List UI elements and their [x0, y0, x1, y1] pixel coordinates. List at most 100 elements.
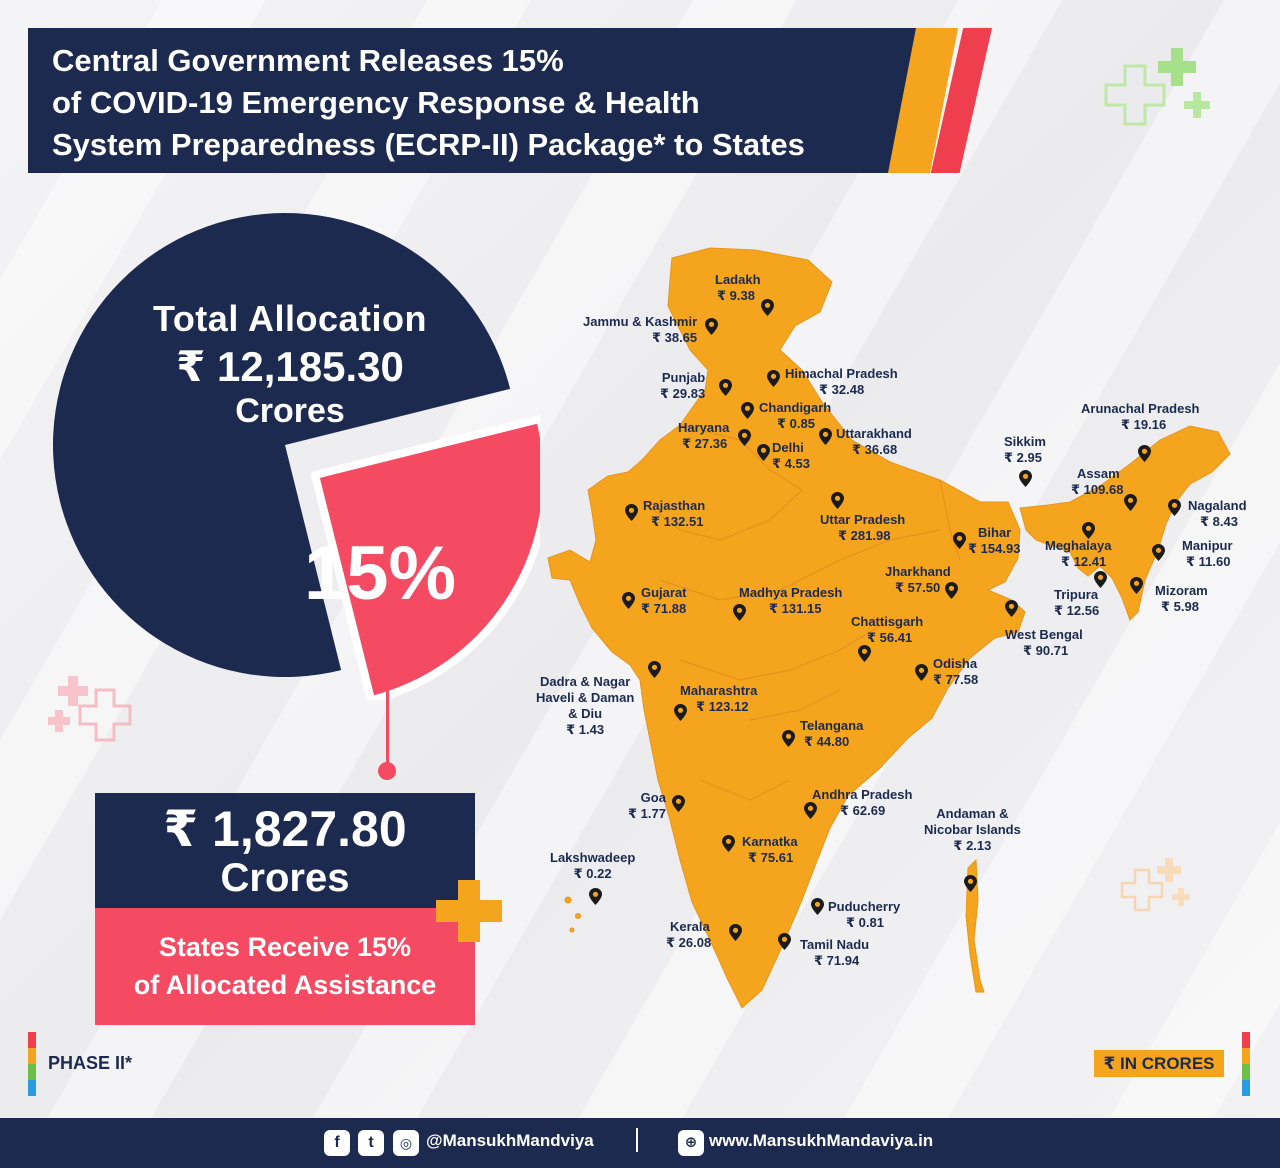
map-pin-icon [674, 704, 687, 721]
state-label-andaman-nicobar: Andaman & Nicobar Islands ₹ 2.13 [924, 806, 1021, 853]
plus-icon [48, 710, 70, 732]
state-label-meghalaya: Meghalaya ₹ 12.41 [1045, 538, 1112, 569]
state-label-uttar-pradesh: Uttar Pradesh ₹ 281.98 [820, 512, 906, 543]
pie-unit: Crores [235, 392, 345, 430]
state-label-kerala: Kerala ₹ 26.08 [666, 919, 712, 950]
map-pin-icon [589, 888, 602, 905]
facebook-icon[interactable]: f [324, 1130, 350, 1156]
color-bar-left [28, 1032, 36, 1096]
map-pin-icon [964, 875, 977, 892]
state-label-madhya-pradesh: Madhya Pradesh ₹ 131.15 [739, 585, 843, 616]
map-pin-icon [945, 582, 958, 599]
map-pin-icon [782, 730, 795, 747]
state-label-karnataka: Karnatka ₹ 75.61 [742, 834, 798, 865]
plus-icon [1157, 858, 1181, 882]
state-label-dadra-nagar-haveli: Dadra & Nagar Haveli & Daman & Diu ₹ 1.4… [536, 674, 635, 737]
map-pin-icon [719, 379, 732, 396]
map-pin-icon [778, 933, 791, 950]
map-pin-icon [705, 318, 718, 335]
map-pin-icon [622, 592, 635, 609]
state-label-rajasthan: Rajasthan ₹ 132.51 [643, 498, 706, 529]
lakshadweep-island [569, 927, 575, 933]
plus-icon [1184, 92, 1210, 118]
map-pin-icon [625, 504, 638, 521]
state-label-delhi: Delhi ₹ 4.53 [772, 440, 810, 471]
map-pin-icon [953, 532, 966, 549]
page-title: Central Government Releases 15% of COVID… [52, 40, 892, 166]
map-pin-icon [1005, 600, 1018, 617]
map-pin-icon [738, 429, 751, 446]
released-amount: ₹ 1,827.80 [163, 801, 407, 857]
state-label-punjab: Punjab ₹ 29.83 [660, 370, 706, 401]
state-label-goa: Goa ₹ 1.77 [628, 790, 666, 821]
title-banner [28, 28, 928, 173]
state-label-gujarat: Gujarat ₹ 71.88 [641, 585, 687, 616]
website-link[interactable]: www.MansukhMandaviya.in [709, 1131, 934, 1150]
map-pin-icon [1138, 445, 1151, 462]
state-label-andhra-pradesh: Andhra Pradesh ₹ 62.69 [812, 787, 913, 818]
plus-outline-icon [1120, 868, 1164, 912]
plus-outline-icon [1104, 64, 1166, 126]
map-pin-icon [761, 299, 774, 316]
released-amount-box [95, 793, 475, 908]
state-label-uttarakhand: Uttarakhand ₹ 36.68 [836, 426, 912, 457]
map-pin-icon [858, 645, 871, 662]
social-handle[interactable]: @MansukhMandviya [426, 1131, 594, 1150]
andaman-islands [965, 858, 985, 993]
instagram-icon[interactable]: ◎ [393, 1130, 419, 1156]
map-pin-icon [741, 402, 754, 419]
title-line-2: of COVID-19 Emergency Response & Health [52, 85, 700, 120]
map-pin-icon [804, 802, 817, 819]
state-label-jammu-kashmir: Jammu & Kashmir ₹ 38.65 [583, 314, 698, 345]
state-label-maharashtra: Maharashtra ₹ 123.12 [680, 683, 758, 714]
plus-icon [58, 676, 88, 706]
plus-icon [1158, 48, 1196, 86]
state-label-puducherry: Puducherry ₹ 0.81 [828, 899, 901, 930]
pie-slice-remaining [52, 213, 511, 677]
state-label-mizoram: Mizoram ₹ 5.98 [1155, 583, 1208, 614]
state-label-sikkim: Sikkim ₹ 2.95 [1004, 434, 1046, 465]
map-pin-icon [722, 835, 735, 852]
connector-line [386, 680, 389, 768]
state-label-jharkhand: Jharkhand ₹ 57.50 [885, 564, 951, 595]
state-label-telangana: Telangana ₹ 44.80 [800, 718, 864, 749]
map-pin-icon [915, 664, 928, 681]
title-line-3: System Preparedness (ECRP-II) Package* t… [52, 127, 805, 162]
title-line-1: Central Government Releases 15% [52, 43, 564, 78]
map-pin-icon [1130, 577, 1143, 594]
map-pin-icon [1152, 544, 1165, 561]
map-pin-icon [1019, 470, 1032, 487]
state-label-haryana: Haryana ₹ 27.36 [678, 420, 730, 451]
india-map [547, 247, 1231, 1009]
state-label-himachal-pradesh: Himachal Pradesh ₹ 32.48 [785, 366, 898, 397]
plus-icon [436, 880, 502, 942]
states-receive-line-2: of Allocated Assistance [133, 970, 437, 1000]
state-label-lakshwadeep: Lakshwadeep ₹ 0.22 [550, 850, 636, 881]
state-label-nagaland: Nagaland ₹ 8.43 [1188, 498, 1247, 529]
map-pin-icon [819, 428, 832, 445]
plus-outline-icon [78, 688, 132, 742]
state-label-west-bengal: West Bengal ₹ 90.71 [1005, 627, 1083, 658]
twitter-icon[interactable]: t [358, 1130, 384, 1156]
map-pin-icon [757, 444, 770, 461]
color-bar-right [1242, 1032, 1250, 1096]
plus-icon [1172, 888, 1190, 906]
states-receive-line-1: States Receive 15% [158, 932, 412, 962]
state-label-tamil-nadu: Tamil Nadu ₹ 71.94 [800, 937, 870, 968]
pie-percent-label: 15% [303, 531, 457, 616]
state-label-chattisgarh: Chattisgarh ₹ 56.41 [851, 614, 924, 645]
globe-icon: ⊕ [678, 1130, 704, 1156]
map-pin-icon [1082, 522, 1095, 539]
map-pin-icon [1168, 499, 1181, 516]
state-label-ladakh: Ladakh ₹ 9.38 [715, 272, 761, 303]
state-label-odisha: Odisha ₹ 77.58 [933, 656, 979, 687]
india-mainland [547, 247, 1026, 1009]
state-label-chandigarh: Chandigarh ₹ 0.85 [759, 400, 832, 431]
connector-dot [378, 762, 396, 780]
states-receive-text: States Receive 15% of Allocated Assistan… [95, 928, 475, 1004]
allocation-pie-chart [52, 213, 540, 700]
unit-tag: ₹ IN CRORES [1094, 1050, 1224, 1077]
phase-label: PHASE II* [48, 1053, 133, 1073]
lakshadweep-island [575, 913, 581, 919]
state-label-arunachal-pradesh: Arunachal Pradesh ₹ 19.16 [1081, 401, 1200, 432]
